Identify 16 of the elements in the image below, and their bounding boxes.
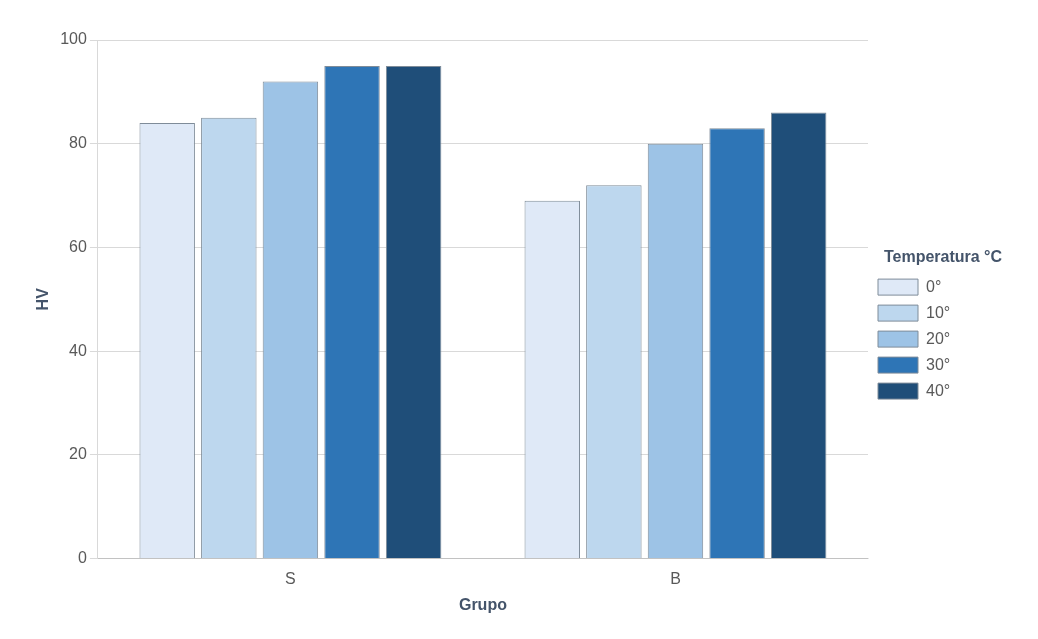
x-tick-label: S (285, 569, 296, 587)
y-tick-label: 80 (69, 134, 87, 152)
legend-label: 10° (926, 303, 951, 321)
x-axis-title: Grupo (458, 595, 508, 613)
y-tick-label: 0 (77, 549, 87, 567)
legend-label: 0° (926, 277, 942, 295)
legend-label: 40° (926, 381, 951, 399)
y-tick-label: 40 (69, 341, 87, 359)
x-tick-label: B (670, 569, 681, 587)
y-tick-label: 100 (60, 30, 87, 48)
legend-label: 20° (926, 329, 951, 347)
y-axis-title: HV (34, 287, 52, 311)
legend-label: 30° (926, 355, 951, 373)
y-tick-label: 20 (69, 445, 87, 463)
legend-title: Temperatura °C (883, 248, 1003, 266)
y-tick-label: 60 (69, 237, 87, 255)
